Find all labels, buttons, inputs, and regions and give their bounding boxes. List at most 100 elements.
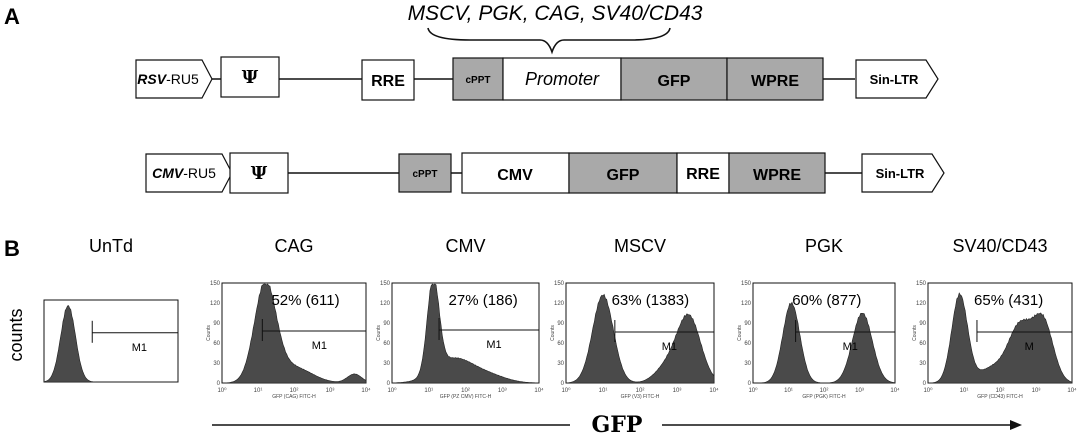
- y-tick-label: 120: [916, 301, 927, 307]
- y-tick-label: 120: [210, 301, 221, 307]
- x-tick-label: 10¹: [424, 388, 433, 394]
- y-tick-label: 60: [213, 341, 220, 347]
- rre-box: [676, 152, 730, 194]
- y-axis-name: Counts: [550, 325, 556, 341]
- histogram-panel-6: SV40/CD43 M 65% (431) 10⁰ 10¹ 10² 10³ 10⁴ 0 30 60 9…: [912, 236, 1077, 400]
- y-tick-label: 60: [919, 341, 926, 347]
- x-tick-label: 10²: [461, 388, 470, 394]
- promoter-brace: [427, 27, 671, 55]
- y-tick-label: 0: [923, 381, 927, 387]
- panel-title: SV40/CD43: [952, 236, 1047, 256]
- x-tick-label: 10⁰: [561, 387, 571, 394]
- y-tick-label: 150: [210, 281, 221, 287]
- promoter-label: Promoter: [525, 69, 600, 89]
- gfp-label: GFP: [607, 167, 640, 184]
- y-tick-label: 30: [744, 361, 751, 367]
- x-tick-label: 10⁴: [890, 387, 900, 394]
- histogram-area: [391, 283, 540, 384]
- panel-b-letter: B: [4, 236, 20, 261]
- x-tick-label: 10⁴: [534, 387, 544, 394]
- wpre-label: WPRE: [753, 167, 801, 184]
- gfp-box: [568, 152, 678, 194]
- gfp-label: GFP: [658, 73, 691, 90]
- y-tick-label: 150: [741, 281, 752, 287]
- ltr-3prime-label: Sin-LTR: [876, 166, 925, 181]
- x-tick-label: 10¹: [784, 388, 793, 394]
- gated-percent-label: 60% (877): [792, 292, 861, 309]
- histogram-area: [221, 283, 367, 384]
- ltr-5prime-label: RSV-RU5: [137, 71, 199, 87]
- gate-label: M1: [486, 339, 501, 351]
- x-tick-label: 10⁰: [923, 387, 933, 394]
- y-tick-label: 120: [554, 301, 565, 307]
- panel-title: CMV: [446, 236, 486, 256]
- x-tick-label: 10¹: [254, 388, 263, 394]
- y-tick-label: 30: [213, 361, 220, 367]
- histogram-area: [43, 305, 178, 383]
- gate-label: M1: [312, 340, 327, 352]
- wpre-box: [726, 57, 824, 101]
- x-tick-label: 10⁴: [1067, 387, 1077, 394]
- psi-label: Ψ: [251, 163, 268, 184]
- x-tick-label: 10³: [673, 388, 682, 394]
- x-tick-label: 10⁰: [387, 387, 397, 394]
- x-axis-name: GFP (CAG) FITC-H: [272, 394, 316, 400]
- histogram-panel-5: PGK M1 60% (877) 10⁰ 10¹ 10² 10³ 10⁴ 0 30 60 90 120 1…: [737, 236, 900, 400]
- ltr-5prime-label: CMV-RU5: [152, 165, 216, 181]
- x-tick-label: 10³: [855, 388, 864, 394]
- panel-title: PGK: [805, 236, 843, 256]
- histogram-panels: UnTd M1 CAG M1 52% (611) 10⁰ 10¹ 10² 10³ 10⁴ 0 30 60…: [43, 236, 1077, 400]
- ltr-5prime-box: [135, 59, 213, 99]
- psi-label: Ψ: [242, 67, 259, 88]
- x-tick-label: 10⁰: [748, 387, 758, 394]
- gated-percent-label: 27% (186): [449, 292, 518, 309]
- y-axis-name: Counts: [912, 325, 918, 341]
- histogram-panel-4: MSCV M1 63% (1383) 10⁰ 10¹ 10² 10³ 10⁴ 0 30 60 90 12…: [550, 236, 719, 400]
- y-tick-label: 0: [387, 381, 391, 387]
- x-axis-name: GFP (CD43) FITC-H: [977, 394, 1023, 400]
- y-tick-label: 0: [561, 381, 565, 387]
- y-axis-name: Counts: [376, 325, 382, 341]
- histogram-panel-1: UnTd M1: [43, 236, 179, 383]
- cppt-box: [452, 57, 504, 101]
- y-tick-label: 90: [919, 321, 926, 327]
- y-tick-label: 0: [748, 381, 752, 387]
- rre-label: RRE: [686, 166, 720, 183]
- y-tick-label: 150: [554, 281, 565, 287]
- y-tick-label: 30: [383, 361, 390, 367]
- y-tick-label: 60: [557, 341, 564, 347]
- gated-percent-label: 63% (1383): [612, 292, 690, 309]
- cppt-box: [398, 153, 452, 193]
- gfp-axis-label: GFP: [592, 412, 643, 438]
- y-tick-label: 120: [741, 301, 752, 307]
- x-axis-name: GFP (V3) FITC-H: [621, 394, 660, 400]
- panel-title: UnTd: [89, 236, 133, 256]
- y-tick-label: 90: [744, 321, 751, 327]
- x-tick-label: 10³: [1032, 388, 1041, 394]
- x-tick-label: 10⁴: [709, 387, 719, 394]
- x-tick-label: 10¹: [599, 388, 608, 394]
- rre-box: [361, 59, 415, 101]
- gated-percent-label: 65% (431): [974, 292, 1043, 309]
- histogram-panel-3: CMV M1 27% (186) 10⁰ 10¹ 10² 10³ 10⁴ 0 30 60 90 120 1…: [376, 236, 544, 400]
- panel-title: MSCV: [614, 236, 666, 256]
- y-tick-label: 150: [916, 281, 927, 287]
- rre-label: RRE: [371, 73, 405, 90]
- x-tick-label: 10⁴: [361, 387, 371, 394]
- y-tick-label: 0: [217, 381, 221, 387]
- histogram-area: [753, 301, 896, 384]
- cppt-label: cPPT: [412, 169, 437, 180]
- histogram-area: [927, 292, 1073, 384]
- x-tick-label: 10⁰: [217, 387, 227, 394]
- ltr-5prime-box: [145, 153, 233, 193]
- x-tick-label: 10²: [820, 388, 829, 394]
- wpre-box: [728, 152, 826, 194]
- x-axis-name: GFP (PGK) FITC-H: [802, 394, 846, 400]
- ltr-3prime-box: [855, 59, 939, 99]
- counts-y-label: counts: [6, 308, 26, 361]
- x-axis-name: GFP (PZ CMV) FITC-H: [440, 394, 492, 400]
- y-tick-label: 90: [383, 321, 390, 327]
- y-tick-label: 120: [380, 301, 391, 307]
- psi-box: [220, 56, 280, 98]
